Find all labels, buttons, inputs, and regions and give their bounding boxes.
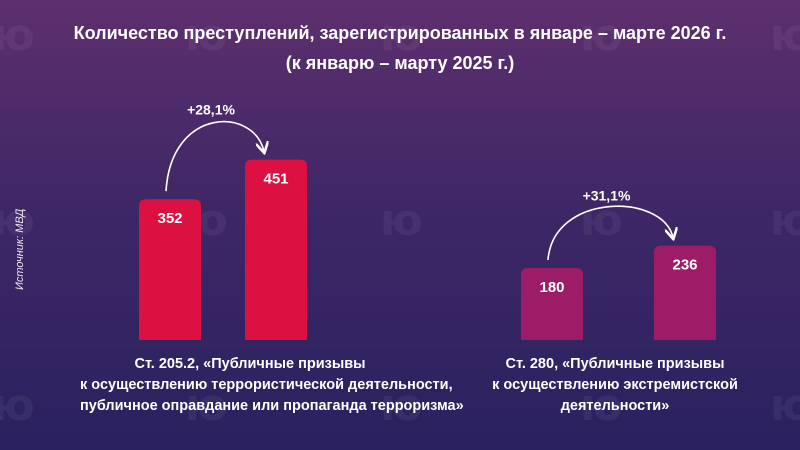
group2-caption-line1: Ст. 280, «Публичные призывы bbox=[505, 356, 725, 372]
group2-bar-2 bbox=[654, 245, 716, 340]
group2-caption-line3: деятельности» bbox=[560, 398, 670, 414]
chart-title-line1: Количество преступлений, зарегистрирован… bbox=[73, 23, 727, 43]
group1-bar-1-value: 352 bbox=[157, 210, 182, 227]
chart-title: Количество преступлений, зарегистрирован… bbox=[0, 18, 800, 78]
group1-caption: Ст. 205.2, «Публичные призывы к осуществ… bbox=[80, 354, 464, 417]
chart-title-line2: (к январю – марту 2025 г.) bbox=[285, 53, 515, 73]
group1-growth-label: +28,1% bbox=[187, 102, 235, 118]
group1-bar-1 bbox=[139, 199, 201, 340]
group2-caption: Ст. 280, «Публичные призывы к осуществле… bbox=[465, 354, 765, 417]
group2-growth-label: +31,1% bbox=[583, 188, 631, 204]
group1-caption-line3: публичное оправдание или пропаганда терр… bbox=[80, 398, 464, 414]
group2-growth-arrow bbox=[547, 205, 673, 261]
group1-caption-line2: к осуществлению террористической деятель… bbox=[80, 377, 453, 393]
group2-bar-1-value: 180 bbox=[539, 279, 564, 296]
group1-growth-arrow bbox=[165, 120, 264, 192]
group1-caption-line1: Ст. 205.2, «Публичные призывы bbox=[134, 356, 366, 372]
group1-bar-2-value: 451 bbox=[263, 171, 288, 188]
group2-bar-1 bbox=[521, 268, 583, 340]
group1-bar-2 bbox=[245, 159, 307, 340]
group2-caption-line2: к осуществлению экстремистской bbox=[492, 377, 738, 393]
group2-bar-2-value: 236 bbox=[672, 257, 697, 274]
